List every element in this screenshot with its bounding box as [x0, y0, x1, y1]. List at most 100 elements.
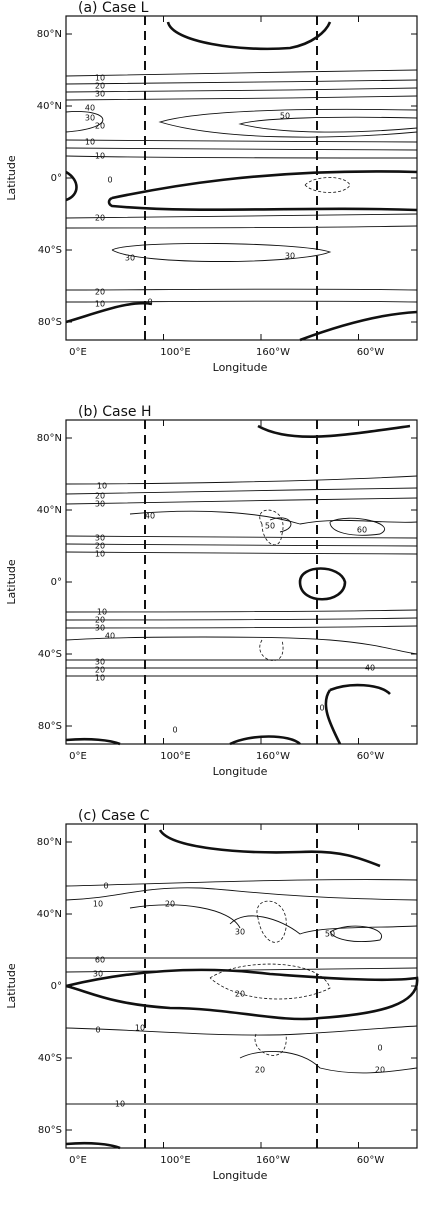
contour-label: 20 [95, 214, 105, 223]
contour-label: 30 [95, 500, 105, 509]
contour-line [256, 900, 287, 943]
contour-line [239, 1050, 418, 1074]
contour-label: 10 [85, 138, 95, 147]
contour-line [65, 625, 418, 629]
contour-line [65, 147, 418, 151]
contour-line [65, 551, 418, 555]
y-tick-label: 40°S [38, 649, 62, 660]
panel-title: (c) Case C [78, 808, 150, 824]
y-tick-label: 80°S [38, 1125, 62, 1136]
contour-line [65, 139, 418, 143]
contour-line [229, 915, 418, 935]
y-tick-label: 80°S [38, 721, 62, 732]
contour-label: 20 [95, 492, 105, 501]
y-tick-label: 40°N [37, 505, 62, 516]
y-axis-label: Latitude [5, 155, 18, 201]
contour-label: 40 [145, 512, 155, 521]
contour-line [158, 108, 418, 138]
contour-line [107, 170, 418, 212]
y-tick-label: 40°S [38, 1053, 62, 1064]
contour-label: 30 [125, 254, 135, 263]
x-axis-label: Longitude [213, 1169, 268, 1182]
panel-title: (a) Case L [78, 0, 149, 16]
contour-line [65, 636, 418, 655]
y-tick-label: 40°N [37, 909, 62, 920]
x-tick-label: 100°E [160, 1155, 190, 1166]
contour-line [329, 517, 385, 536]
contour-label: 10 [97, 482, 107, 491]
contour-line [111, 242, 332, 262]
contour-line [65, 887, 418, 901]
x-tick-label: 60°W [357, 751, 385, 762]
contour-line [299, 310, 418, 342]
contour-label: 50 [265, 522, 275, 531]
contour-line [65, 301, 153, 324]
x-tick-label: 0°E [69, 751, 87, 762]
contour-label: 20 [235, 990, 245, 999]
contour-line [65, 737, 121, 746]
contour-line [166, 21, 332, 51]
contour-label: 30 [285, 252, 295, 261]
contour-line [259, 639, 284, 661]
contour-line [65, 487, 418, 495]
contour-line [65, 225, 418, 229]
contour-line [65, 95, 418, 101]
contour-line [65, 300, 418, 303]
y-axis-label: Latitude [5, 963, 18, 1009]
contour-line [229, 735, 301, 746]
contour-line [65, 617, 418, 621]
contour-line [65, 79, 418, 85]
contour-label: 30 [95, 534, 105, 543]
contour-label: 40 [105, 632, 115, 641]
contour-label: 30 [235, 928, 245, 937]
contour-label: 20 [375, 1066, 385, 1075]
contour-line [65, 170, 78, 202]
y-tick-label: 80°N [37, 837, 62, 848]
x-axis-label: Longitude [213, 361, 268, 374]
contour-line [65, 87, 418, 93]
contour-label: 10 [95, 674, 105, 683]
y-axis-label: Latitude [5, 559, 18, 605]
contour-label: 10 [97, 608, 107, 617]
x-tick-label: 60°W [357, 1155, 385, 1166]
y-tick-label: 0° [51, 577, 62, 588]
contour-label: 20 [95, 288, 105, 297]
contour-line [259, 509, 284, 546]
contour-label: 60 [357, 526, 367, 535]
contour-label: 20 [165, 900, 175, 909]
contour-line [65, 535, 418, 539]
contour-line [269, 517, 292, 533]
contour-label: 30 [95, 624, 105, 633]
contour-line [65, 69, 418, 77]
x-tick-label: 160°W [256, 751, 290, 762]
contour-label: 50 [325, 930, 335, 939]
x-tick-label: 160°W [256, 347, 290, 358]
y-tick-label: 40°N [37, 101, 62, 112]
x-tick-label: 60°W [357, 347, 385, 358]
contour-line [257, 424, 411, 438]
x-tick-label: 0°E [69, 347, 87, 358]
contour-label: 10 [95, 300, 105, 309]
contour-line [65, 609, 418, 613]
contour-label: 0 [147, 298, 152, 307]
y-tick-label: 80°S [38, 317, 62, 328]
contour-line [158, 829, 381, 868]
contour-line [298, 567, 347, 601]
contour-line [65, 1141, 121, 1150]
contour-line [65, 475, 418, 485]
contour-label: 10 [95, 152, 105, 161]
plot-frame [65, 419, 418, 745]
contour-label: 30 [93, 970, 103, 979]
contour-label: 40 [365, 664, 375, 673]
x-tick-label: 100°E [160, 751, 190, 762]
contour-label: 0 [107, 176, 112, 185]
contour-label: 40 [85, 104, 95, 113]
contour-label: 10 [95, 74, 105, 83]
contour-label: 30 [95, 90, 105, 99]
contour-label: 60 [95, 956, 105, 965]
contour-line [65, 213, 418, 219]
contour-label: 0 [319, 704, 324, 713]
contour-label: 30 [85, 114, 95, 123]
